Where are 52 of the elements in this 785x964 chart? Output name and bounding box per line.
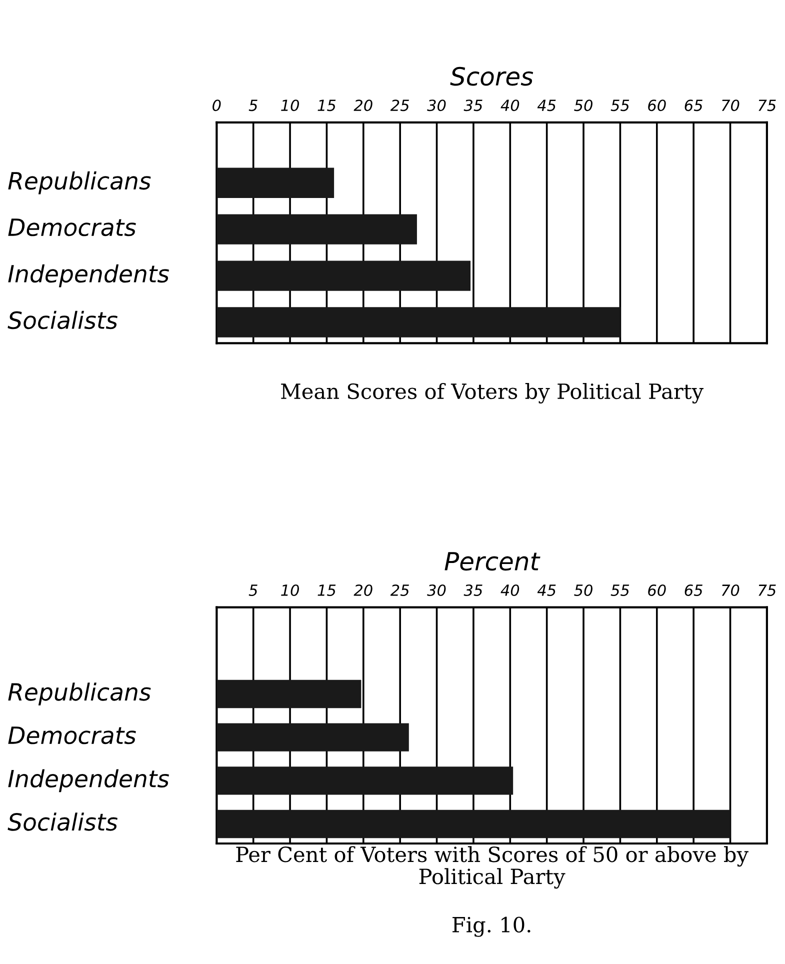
x-tick-label: 50 xyxy=(574,100,592,112)
x-tick-label: 45 xyxy=(537,584,556,596)
x-tick-label: 70 xyxy=(722,584,740,596)
text: Per Cent of Voters with Scores of 50 or above by Political Party xyxy=(236,846,748,889)
x-tick-label: 35 xyxy=(464,584,482,596)
caption: Fig. 10. xyxy=(452,916,530,937)
y-tick-label: Democrats xyxy=(8,218,136,236)
x-tick-label: 30 xyxy=(427,584,446,596)
x-tick-label: 75 xyxy=(758,584,776,596)
bar xyxy=(216,214,417,244)
bar xyxy=(216,810,730,838)
x-tick-label: 55 xyxy=(610,100,630,112)
y-tick-label: Socialists xyxy=(8,812,118,831)
x-tick-label: 5 xyxy=(248,100,258,112)
x-tick-label: 10 xyxy=(281,100,299,112)
x-tick-label: 55 xyxy=(610,584,630,596)
x-tick-label: 60 xyxy=(648,584,666,596)
y-tick-label: Socialists xyxy=(8,310,118,330)
x-tick-label: 25 xyxy=(390,584,409,596)
y-tick-label: Democrats xyxy=(8,726,136,744)
x-tick-label: 40 xyxy=(500,584,520,596)
x-tick-label: 70 xyxy=(722,100,740,112)
x-axis-title: Scores xyxy=(450,66,534,86)
x-tick-label: 65 xyxy=(684,100,702,112)
x-tick-label: 25 xyxy=(390,100,409,112)
bar xyxy=(216,307,620,338)
y-tick-label: Independents xyxy=(8,769,170,792)
x-axis-title: Percent xyxy=(444,552,540,571)
y-tick-label: Independents xyxy=(8,264,170,288)
x-tick-label: 15 xyxy=(318,584,336,596)
x-tick-label: 0 xyxy=(212,100,221,112)
x-tick-label: 65 xyxy=(684,584,702,596)
bar xyxy=(216,680,362,708)
x-tick-label: 35 xyxy=(464,100,482,112)
x-tick-label: 75 xyxy=(758,100,776,112)
bar xyxy=(216,723,409,752)
x-tick-label: 10 xyxy=(281,584,299,596)
x-tick-label: 20 xyxy=(354,100,372,112)
x-tick-label: 5 xyxy=(248,584,258,596)
y-tick-label: Republicans xyxy=(8,682,151,706)
text: Mean Scores of Voters by Political Party xyxy=(281,383,704,404)
x-tick-label: 60 xyxy=(648,100,666,112)
bar xyxy=(216,766,514,795)
x-tick-label: 15 xyxy=(318,100,336,112)
x-tick-label: 40 xyxy=(500,100,520,112)
y-tick-label: Republicans xyxy=(8,171,151,194)
x-tick-label: 50 xyxy=(574,584,592,596)
x-tick-label: 20 xyxy=(354,584,372,596)
bar xyxy=(216,168,334,198)
bar xyxy=(216,260,471,291)
x-tick-label: 45 xyxy=(537,100,556,112)
x-tick-label: 30 xyxy=(427,100,446,112)
